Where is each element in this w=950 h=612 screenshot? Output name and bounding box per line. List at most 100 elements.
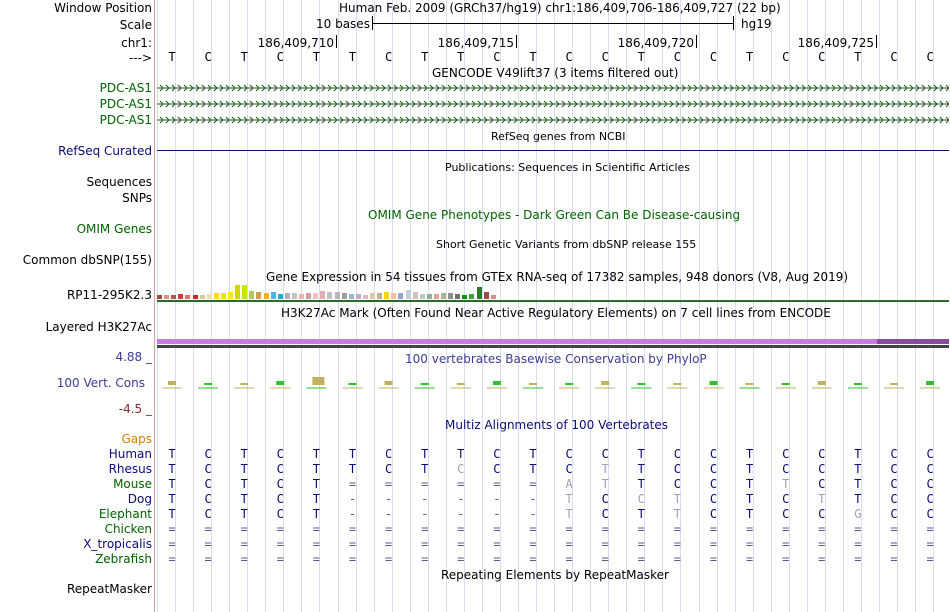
gtex-tissue-bar[interactable] <box>441 293 446 299</box>
phylop-label[interactable]: 100 Vert. Cons <box>56 376 145 390</box>
gtex-tissue-bar[interactable] <box>185 295 191 299</box>
gtex-tissue-bar[interactable] <box>341 293 347 299</box>
gtex-tissue-bar[interactable] <box>419 294 425 299</box>
refseq-curated-label[interactable]: RefSeq Curated <box>58 144 152 158</box>
h3k27ac-label[interactable]: Layered H3K27Ac <box>45 320 152 334</box>
multiz-species-label[interactable]: X_tropicalis <box>83 537 152 551</box>
gencode-feature-3[interactable] <box>157 114 949 126</box>
multiz-species-label[interactable]: Zebrafish <box>95 552 152 566</box>
dbsnp-common-label[interactable]: Common dbSNP(155) <box>22 253 152 267</box>
strand-chevron <box>783 100 788 108</box>
gtex-gene-label[interactable]: RP11-295K2.3 <box>66 288 152 302</box>
gtex-tissue-bar[interactable] <box>412 292 418 299</box>
gtex-tissue-bar[interactable] <box>327 292 333 299</box>
multiz-species-label[interactable]: Chicken <box>104 522 152 536</box>
gtex-tissue-bar[interactable] <box>490 295 496 299</box>
phylop-signal[interactable] <box>157 370 949 400</box>
phylop-bar <box>240 383 249 385</box>
gtex-tissue-bar[interactable] <box>242 285 248 299</box>
gtex-tissue-bar[interactable] <box>270 292 276 299</box>
gencode-item-label-2[interactable]: PDC-AS1 <box>99 97 152 111</box>
alignment-base: C <box>782 462 790 476</box>
h3k27ac-signal[interactable] <box>157 339 877 344</box>
gtex-tissue-bar[interactable] <box>206 294 212 299</box>
multiz-species-label[interactable]: Rhesus <box>108 462 152 476</box>
gtex-tissue-bar[interactable] <box>164 295 170 299</box>
refseq-track-title[interactable]: RefSeq genes from NCBI <box>491 130 626 143</box>
gtex-tissue-bar[interactable] <box>426 294 432 299</box>
reference-base: C <box>565 50 573 64</box>
gtex-tissue-bar[interactable] <box>235 285 241 299</box>
strand-chevron <box>549 84 554 92</box>
gtex-tissue-bar[interactable] <box>263 293 269 299</box>
alignment-base: T <box>168 507 176 521</box>
gtex-tissue-bar[interactable] <box>178 294 184 299</box>
gtex-tissue-bar[interactable] <box>199 295 205 299</box>
gencode-item-label-1[interactable]: PDC-AS1 <box>99 81 152 95</box>
strand-chevron <box>933 116 938 124</box>
gtex-tissue-bar[interactable] <box>192 295 198 299</box>
gtex-tissue-bar[interactable] <box>377 293 383 299</box>
gtex-tissue-bar[interactable] <box>277 294 283 299</box>
multiz-species-label[interactable]: Mouse <box>113 477 152 491</box>
gtex-tissue-bar[interactable] <box>284 293 290 299</box>
gtex-tissue-bar[interactable] <box>483 292 489 299</box>
multiz-species-label[interactable]: Human <box>108 447 152 461</box>
gtex-tissue-bar[interactable] <box>220 293 226 299</box>
gtex-tissue-bar[interactable] <box>213 293 219 299</box>
publications-snps-label[interactable]: SNPs <box>122 191 152 205</box>
gtex-tissue-bar[interactable] <box>455 294 461 299</box>
alignment-base: T <box>312 447 320 461</box>
multiz-species-label[interactable]: Elephant <box>98 507 152 521</box>
gencode-item-label-3[interactable]: PDC-AS1 <box>99 113 152 127</box>
gencode-feature-1[interactable] <box>157 82 949 94</box>
multiz-track-title[interactable]: Multiz Alignments of 100 Vertebrates <box>445 418 669 432</box>
omim-genes-label[interactable]: OMIM Genes <box>76 222 152 236</box>
gtex-tissue-bar[interactable] <box>476 287 482 299</box>
gtex-tissue-bar[interactable] <box>291 293 297 299</box>
publications-track-title[interactable]: Publications: Sequences in Scientific Ar… <box>445 161 690 174</box>
gtex-tissue-bar[interactable] <box>256 292 262 299</box>
repeatmasker-track-title[interactable]: Repeating Elements by RepeatMasker <box>441 568 669 582</box>
multiz-species-label[interactable]: Dog <box>127 492 152 506</box>
gtex-tissue-bar[interactable] <box>348 294 354 299</box>
publications-sequences-label[interactable]: Sequences <box>86 175 152 189</box>
gtex-tissue-bar[interactable] <box>299 294 304 299</box>
gencode-feature-2[interactable] <box>157 98 949 110</box>
omim-track-title[interactable]: OMIM Gene Phenotypes - Dark Green Can Be… <box>368 208 741 222</box>
dbsnp-track-title[interactable]: Short Genetic Variants from dbSNP releas… <box>436 238 697 251</box>
gtex-tissue-bar[interactable] <box>313 293 319 299</box>
gtex-tissue-bar[interactable] <box>171 295 177 299</box>
gtex-tissue-bar[interactable] <box>398 293 404 299</box>
refseq-feature-line[interactable] <box>157 150 949 151</box>
gtex-tissue-bar[interactable] <box>433 294 439 299</box>
gtex-tissue-bar[interactable] <box>370 293 375 299</box>
gtex-tissue-bar[interactable] <box>462 295 468 299</box>
gtex-tissue-bar[interactable] <box>469 294 475 299</box>
gtex-tissue-bar[interactable] <box>228 292 233 299</box>
repeatmasker-label[interactable]: RepeatMasker <box>66 582 152 596</box>
gtex-track-title[interactable]: Gene Expression in 54 tissues from GTEx … <box>266 270 849 284</box>
gtex-tissue-bar[interactable] <box>448 293 454 299</box>
phylop-track-title[interactable]: 100 vertebrates Basewise Conservation by… <box>405 352 707 366</box>
strand-chevron <box>573 100 578 108</box>
alignment-base: = <box>240 552 248 566</box>
strand-chevron <box>495 100 500 108</box>
gtex-tissue-bar[interactable] <box>391 293 397 299</box>
gtex-tissue-bar[interactable] <box>405 290 411 299</box>
h3k27ac-track-title[interactable]: H3K27Ac Mark (Often Found Near Active Re… <box>281 306 831 320</box>
gtex-tissue-bar[interactable] <box>306 293 312 299</box>
gtex-tissue-bar[interactable] <box>157 295 162 299</box>
gtex-tissue-bar[interactable] <box>249 291 255 299</box>
window-position-text[interactable]: Human Feb. 2009 (GRCh37/hg19) chr1:186,4… <box>339 1 781 15</box>
gtex-tissue-bar[interactable] <box>334 292 340 299</box>
gtex-tissue-bar[interactable] <box>362 295 368 299</box>
alignment-base: C <box>673 447 681 461</box>
h3k27ac-signal-tail[interactable] <box>877 339 949 344</box>
gtex-tissue-bar[interactable] <box>355 294 361 299</box>
gtex-tissue-bar[interactable] <box>320 291 326 299</box>
strand-chevron <box>159 84 164 92</box>
gencode-track-title[interactable]: GENCODE V49lift37 (3 items filtered out) <box>432 66 679 80</box>
gtex-tissue-bar[interactable] <box>384 292 390 299</box>
